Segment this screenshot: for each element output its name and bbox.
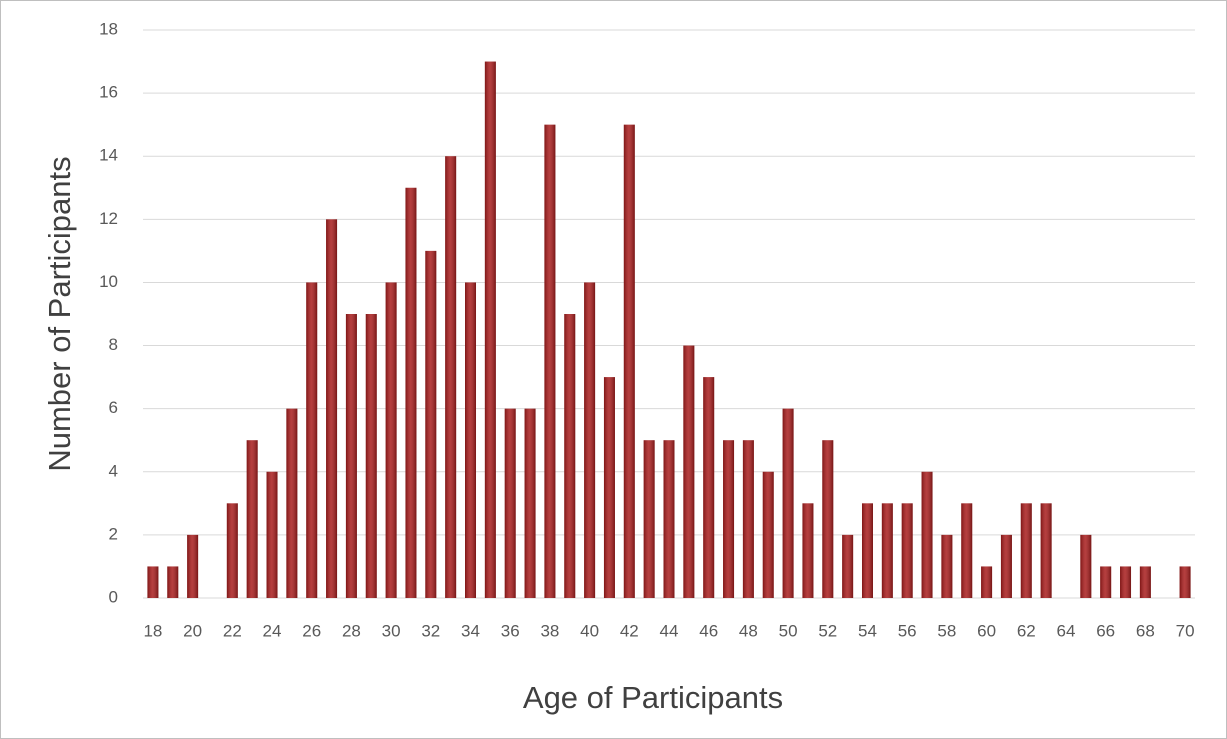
x-tick-label: 70 xyxy=(1176,621,1195,640)
x-tick-label: 62 xyxy=(1017,621,1036,640)
bar xyxy=(1179,566,1191,598)
x-tick-label: 48 xyxy=(739,621,758,640)
bar xyxy=(643,440,655,598)
x-tick-label: 44 xyxy=(660,621,679,640)
x-axis-title: Age of Participants xyxy=(523,680,783,715)
y-tick-label: 2 xyxy=(109,524,118,543)
x-tick-label: 68 xyxy=(1136,621,1155,640)
bar xyxy=(504,408,516,598)
bar xyxy=(1020,503,1032,598)
bar xyxy=(901,503,913,598)
bar xyxy=(425,250,437,598)
bar xyxy=(584,282,596,598)
x-tick-label: 60 xyxy=(977,621,996,640)
bar xyxy=(881,503,893,598)
bar xyxy=(246,440,258,598)
x-tick-label: 34 xyxy=(461,621,480,640)
bar xyxy=(703,377,715,598)
bar xyxy=(663,440,675,598)
bar xyxy=(385,282,397,598)
bar xyxy=(981,566,993,598)
y-tick-label: 14 xyxy=(99,146,118,165)
x-tick-label: 26 xyxy=(302,621,321,640)
bar xyxy=(683,345,695,598)
bar xyxy=(782,408,794,598)
x-tick-label: 28 xyxy=(342,621,361,640)
bar xyxy=(941,534,953,598)
x-tick-label: 32 xyxy=(421,621,440,640)
y-tick-label: 6 xyxy=(109,398,118,417)
x-tick-label: 30 xyxy=(382,621,401,640)
bar xyxy=(524,408,536,598)
bar xyxy=(921,471,933,598)
x-tick-label: 22 xyxy=(223,621,242,640)
y-tick-label: 10 xyxy=(99,272,118,291)
bar xyxy=(306,282,318,598)
x-tick-label: 20 xyxy=(183,621,202,640)
x-tick-label: 50 xyxy=(779,621,798,640)
x-tick-label: 66 xyxy=(1096,621,1115,640)
y-tick-label: 8 xyxy=(109,335,118,354)
bar xyxy=(1080,534,1092,598)
y-tick-label: 18 xyxy=(99,19,118,38)
x-tick-label: 38 xyxy=(540,621,559,640)
x-tick-label: 42 xyxy=(620,621,639,640)
x-tick-label: 46 xyxy=(699,621,718,640)
bar xyxy=(1100,566,1112,598)
bar xyxy=(445,156,457,598)
bar xyxy=(564,314,576,598)
bar xyxy=(762,471,774,598)
bar xyxy=(1040,503,1052,598)
bar xyxy=(326,219,338,599)
x-tick-label: 18 xyxy=(143,621,162,640)
x-tick-label: 54 xyxy=(858,621,877,640)
bar xyxy=(861,503,873,598)
bar xyxy=(345,314,357,598)
bar xyxy=(1120,566,1132,598)
x-tick-label: 52 xyxy=(818,621,837,640)
bar xyxy=(167,566,179,598)
y-tick-label: 0 xyxy=(109,587,118,606)
bar xyxy=(742,440,754,598)
y-tick-label: 16 xyxy=(99,83,118,102)
y-tick-label: 12 xyxy=(99,209,118,228)
bar xyxy=(1139,566,1151,598)
bar xyxy=(723,440,735,598)
bar xyxy=(802,503,814,598)
bar xyxy=(405,187,417,598)
bar xyxy=(286,408,298,598)
bar xyxy=(842,534,854,598)
bar xyxy=(365,314,377,598)
bar xyxy=(226,503,238,598)
bar xyxy=(187,534,199,598)
x-tick-label: 24 xyxy=(263,621,282,640)
bar xyxy=(484,61,496,599)
bar xyxy=(822,440,834,598)
y-tick-label: 4 xyxy=(109,461,118,480)
bar xyxy=(603,377,615,598)
bar xyxy=(961,503,973,598)
y-axis-title: Number of Participants xyxy=(42,156,77,471)
bar xyxy=(465,282,477,598)
x-tick-label: 56 xyxy=(898,621,917,640)
x-tick-label: 36 xyxy=(501,621,520,640)
bar xyxy=(623,124,635,599)
x-tick-label: 64 xyxy=(1057,621,1076,640)
bar xyxy=(266,471,278,598)
bar xyxy=(544,124,556,599)
bar xyxy=(147,566,159,598)
bar xyxy=(1000,534,1012,598)
x-tick-label: 58 xyxy=(937,621,956,640)
x-tick-label: 40 xyxy=(580,621,599,640)
